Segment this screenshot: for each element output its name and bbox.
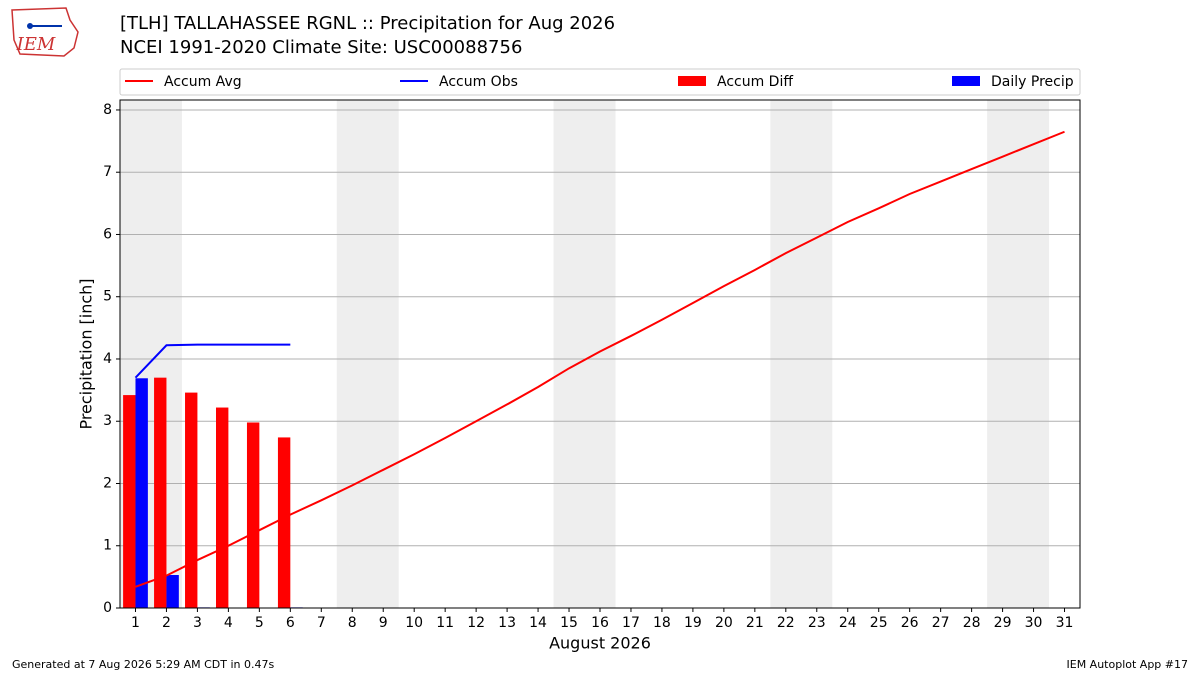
x-tick-label: 15 bbox=[560, 615, 578, 631]
bar bbox=[246, 422, 260, 608]
x-tick-label: 2 bbox=[162, 615, 171, 631]
x-tick-label: 17 bbox=[622, 615, 640, 631]
footer-left: Generated at 7 Aug 2026 5:29 AM CDT in 0… bbox=[12, 658, 274, 671]
x-tick-label: 11 bbox=[436, 615, 454, 631]
x-tick-label: 5 bbox=[255, 615, 264, 631]
weekend-band bbox=[336, 100, 399, 608]
chart-title: [TLH] TALLAHASSEE RGNL :: Precipitation … bbox=[120, 13, 615, 34]
bar bbox=[154, 377, 167, 608]
x-tick-label: 16 bbox=[591, 615, 609, 631]
x-tick-label: 18 bbox=[653, 615, 671, 631]
y-tick-label: 7 bbox=[103, 164, 112, 180]
x-tick-label: 9 bbox=[379, 615, 388, 631]
x-tick-label: 23 bbox=[808, 615, 826, 631]
x-tick-label: 25 bbox=[870, 615, 888, 631]
bar bbox=[123, 395, 136, 608]
bar bbox=[277, 437, 291, 608]
x-tick-label: 4 bbox=[224, 615, 233, 631]
x-tick-label: 28 bbox=[963, 615, 981, 631]
y-tick-label: 8 bbox=[103, 102, 112, 118]
bar bbox=[185, 392, 198, 608]
legend-label: Accum Avg bbox=[164, 74, 242, 90]
x-axis-label: August 2026 bbox=[549, 634, 651, 653]
y-tick-label: 2 bbox=[103, 475, 112, 491]
legend-label: Accum Diff bbox=[717, 74, 793, 90]
x-tick-label: 20 bbox=[715, 615, 733, 631]
y-axis-label: Precipitation [inch] bbox=[77, 278, 96, 429]
x-tick-label: 13 bbox=[498, 615, 516, 631]
legend-swatch bbox=[952, 76, 980, 86]
legend-swatch bbox=[678, 76, 706, 86]
logo-text: IEM bbox=[16, 34, 56, 55]
x-tick-label: 31 bbox=[1056, 615, 1074, 631]
bar bbox=[166, 575, 179, 608]
x-tick-label: 30 bbox=[1025, 615, 1043, 631]
logo: IEM bbox=[11, 7, 79, 57]
line bbox=[134, 343, 291, 379]
y-tick-label: 5 bbox=[103, 289, 112, 305]
legend-label: Accum Obs bbox=[439, 74, 518, 90]
logo-outline bbox=[11, 7, 79, 57]
line bbox=[135, 130, 1065, 588]
plot-frame bbox=[119, 99, 1081, 609]
y-tick-label: 1 bbox=[103, 538, 112, 554]
weekend-band bbox=[553, 100, 616, 608]
y-tick-label: 4 bbox=[103, 351, 112, 367]
x-tick-label: 14 bbox=[529, 615, 547, 631]
x-tick-label: 21 bbox=[746, 615, 764, 631]
x-tick-label: 10 bbox=[405, 615, 423, 631]
logo-icon bbox=[27, 23, 33, 29]
legend-box bbox=[119, 68, 1081, 96]
bar bbox=[216, 407, 229, 608]
footer-right: IEM Autoplot App #17 bbox=[1067, 658, 1189, 671]
chart-subtitle: NCEI 1991-2020 Climate Site: USC00088756 bbox=[120, 37, 522, 58]
weekend-band bbox=[987, 100, 1050, 608]
x-tick-label: 3 bbox=[193, 615, 202, 631]
y-tick-label: 3 bbox=[103, 413, 112, 429]
legend-label: Daily Precip bbox=[991, 74, 1074, 90]
y-tick-label: 6 bbox=[103, 226, 112, 242]
x-tick-label: 6 bbox=[286, 615, 295, 631]
x-tick-label: 26 bbox=[901, 615, 919, 631]
x-tick-label: 1 bbox=[131, 615, 140, 631]
x-tick-label: 29 bbox=[994, 615, 1012, 631]
x-tick-label: 24 bbox=[839, 615, 857, 631]
x-tick-label: 8 bbox=[348, 615, 357, 631]
x-tick-label: 7 bbox=[317, 615, 326, 631]
x-tick-label: 22 bbox=[777, 615, 795, 631]
y-tick-label: 0 bbox=[103, 600, 112, 616]
x-tick-label: 12 bbox=[467, 615, 485, 631]
x-tick-label: 19 bbox=[684, 615, 702, 631]
bar bbox=[135, 378, 148, 608]
x-tick-label: 27 bbox=[932, 615, 950, 631]
weekend-band bbox=[770, 100, 833, 608]
